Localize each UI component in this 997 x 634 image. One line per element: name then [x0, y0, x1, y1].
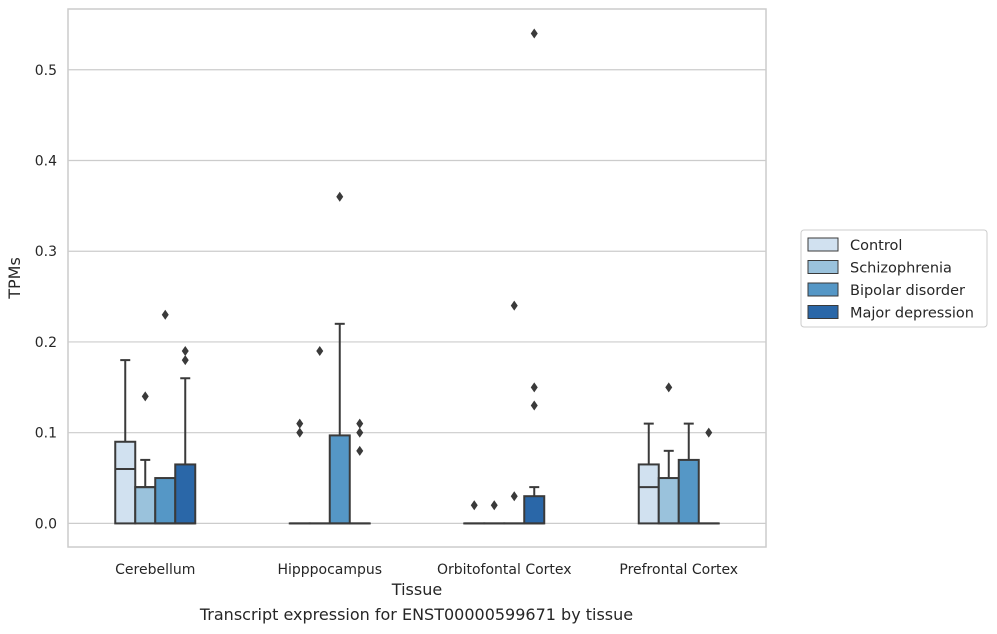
outlier-point: [510, 491, 518, 502]
gridlines: [68, 69, 766, 525]
box-body: [114, 440, 137, 525]
box: [637, 422, 660, 525]
outlier-point: [510, 300, 518, 311]
box: [657, 449, 680, 525]
box-body: [328, 434, 351, 525]
y-axis-label: TPMs: [5, 257, 24, 300]
box: [174, 377, 197, 525]
legend-swatch: [807, 260, 839, 274]
y-tick-label: 0.0: [35, 516, 57, 532]
box-body: [134, 486, 157, 525]
outlier-point: [141, 391, 149, 402]
box: [523, 486, 546, 525]
x-tick-label: Cerebellum: [115, 562, 195, 578]
x-tick-labels: Cerebellum Hipppocampus Orbitofontal Corte…: [115, 562, 738, 578]
x-tick-label: Prefrontal Cortex: [619, 562, 738, 578]
outlier-point: [181, 355, 189, 366]
outlier-point: [356, 418, 364, 429]
outlier-point: [181, 346, 189, 357]
y-tick-label: 0.5: [35, 63, 57, 79]
outlier-point: [530, 400, 538, 411]
legend-swatch: [807, 237, 839, 252]
legend-swatch: [807, 282, 839, 297]
chart-caption: Transcript expression for ENST0000059967…: [199, 605, 634, 624]
y-tick-label: 0.2: [35, 335, 57, 351]
outlier-point: [356, 427, 364, 438]
outlier-point: [161, 309, 169, 320]
outlier-point: [530, 382, 538, 393]
outlier-point: [356, 445, 364, 456]
y-tick-label: 0.3: [35, 244, 57, 260]
outliers: [141, 28, 713, 511]
outlier-point: [530, 28, 538, 39]
legend: Control Schizophrenia Bipolar disorder Majo…: [800, 229, 988, 328]
plot-frame: [67, 8, 767, 548]
y-tick-label: 0.1: [35, 426, 57, 442]
x-axis-label: Tissue: [391, 580, 442, 599]
outlier-point: [296, 427, 304, 438]
legend-label: Major depression: [850, 306, 974, 322]
y-tick-labels: 0.0 0.1 0.2 0.3 0.4 0.5: [35, 63, 57, 533]
boxes: [114, 322, 720, 525]
box: [328, 322, 351, 525]
legend-label: Schizophrenia: [850, 261, 952, 277]
legend-frame: [800, 229, 988, 328]
x-tick-label: Hipppocampus: [277, 562, 382, 578]
box-body: [174, 463, 197, 525]
x-tick-label: Orbitofontal Cortex: [437, 562, 572, 578]
box-body: [677, 458, 700, 525]
legend-label: Bipolar disorder: [850, 283, 965, 299]
legend-swatch: [807, 305, 839, 319]
outlier-point: [316, 346, 324, 357]
box: [114, 359, 137, 525]
outlier-point: [490, 500, 498, 511]
box-body: [637, 463, 660, 525]
outlier-point: [296, 418, 304, 429]
box-body: [154, 477, 177, 525]
box: [677, 422, 700, 525]
outlier-point: [665, 382, 673, 393]
box-body: [657, 477, 680, 525]
outlier-point: [705, 427, 713, 438]
box: [154, 477, 177, 525]
outlier-point: [470, 500, 478, 511]
box-body: [523, 495, 546, 525]
box: [134, 458, 157, 525]
outlier-point: [336, 191, 344, 202]
y-tick-label: 0.4: [35, 154, 57, 170]
legend-label: Control: [850, 238, 902, 254]
